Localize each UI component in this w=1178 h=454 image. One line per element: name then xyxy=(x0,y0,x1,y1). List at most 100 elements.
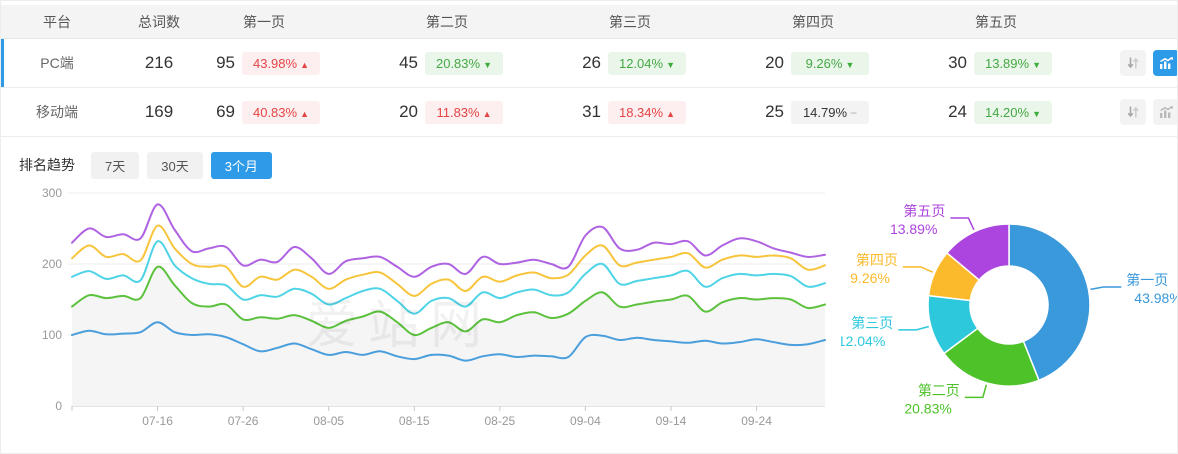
up-down-arrows-icon xyxy=(1127,57,1139,69)
table-row-pc[interactable]: PC端 216 95 43.98% ▲ 45 20.83% ▼ 26 12.04% ▼ 20 9.26%… xyxy=(1,39,1177,88)
donut-label-leader xyxy=(950,217,975,231)
page-5-cell: 24 14.20% ▼ xyxy=(937,100,1120,124)
x-tick-label: 08-25 xyxy=(484,414,515,428)
page-1-change-badge: 40.83% ▲ xyxy=(242,100,320,124)
platform-cell: PC端 xyxy=(40,55,74,71)
donut-label-percent: 20.83% xyxy=(904,400,951,416)
page-4-count: 20 xyxy=(765,53,784,72)
page-3-count: 31 xyxy=(582,102,601,121)
page-2-change-badge: 11.83% ▲ xyxy=(425,100,503,124)
total-words-cell: 216 xyxy=(144,53,174,72)
donut-label-percent: 43.98% xyxy=(1134,290,1178,306)
page-3-cell: 26 12.04% ▼ xyxy=(571,51,754,75)
column-header-page-4: 第四页 xyxy=(792,13,834,30)
row-actions xyxy=(1120,50,1177,76)
platform-cell: 移动端 xyxy=(36,104,78,120)
y-tick-label: 200 xyxy=(42,257,62,271)
rank-trend-line-chart[interactable]: 0 100 200 300 07-16 07-26 08-05 08-15 08-25 09-04… xyxy=(1,183,839,445)
trend-chart-icon xyxy=(1159,56,1173,69)
page-3-count: 26 xyxy=(582,53,601,72)
x-tick-label: 09-14 xyxy=(656,414,687,428)
donut-slice-第二页[interactable] xyxy=(942,327,1040,387)
page-5-change-badge: 13.89% ▼ xyxy=(974,51,1052,75)
page-4-change-badge: 9.26% ▼ xyxy=(791,51,869,75)
donut-label-leader xyxy=(902,266,934,273)
page-4-count: 25 xyxy=(765,102,784,121)
charts-area: 0 100 200 300 07-16 07-26 08-05 08-15 08-25 09-04… xyxy=(1,183,1177,453)
x-tick-label: 07-26 xyxy=(228,414,259,428)
page-5-cell: 30 13.89% ▼ xyxy=(937,51,1120,75)
trend-range-tabs: 7天 30天 3个月 xyxy=(91,151,280,179)
trend-down-icon: ▼ xyxy=(845,59,855,70)
donut-label-name: 第三页 xyxy=(851,315,893,331)
column-header-platform: 平台 xyxy=(43,13,71,30)
line-series-第四页[interactable] xyxy=(71,224,826,297)
page-3-change-badge: 18.34% ▲ xyxy=(608,100,686,124)
x-tick-label: 09-24 xyxy=(741,414,772,428)
donut-label-leader xyxy=(1090,286,1122,291)
trend-up-icon: ▲ xyxy=(300,108,309,119)
show-trend-chart-button[interactable] xyxy=(1153,99,1177,125)
donut-label-name: 第五页 xyxy=(903,203,945,219)
page-2-change-badge: 20.83% ▼ xyxy=(425,51,503,75)
trend-flat-icon: − xyxy=(850,105,858,120)
donut-label-leader xyxy=(964,384,988,399)
page-1-count: 69 xyxy=(216,102,235,121)
donut-label-leader xyxy=(898,325,930,331)
line-series-第二页[interactable] xyxy=(71,265,826,337)
trend-chart-icon xyxy=(1159,105,1173,118)
sort-arrows-button[interactable] xyxy=(1120,99,1146,125)
page-1-change-badge: 43.98% ▲ xyxy=(242,51,320,75)
platform-rank-table: 平台 总词数 第一页 第二页 第三页 第四页 第五页 PC端 216 95 43.98% ▲ 45 20… xyxy=(1,5,1177,137)
line-series-第一页[interactable] xyxy=(71,321,826,362)
sort-arrows-button[interactable] xyxy=(1120,50,1146,76)
donut-slice-第五页[interactable] xyxy=(945,223,1010,281)
donut-label-percent: 12.04% xyxy=(841,333,885,349)
trend-down-icon: ▼ xyxy=(483,59,492,70)
trend-up-icon: ▲ xyxy=(482,108,492,119)
page-distribution-donut-chart[interactable]: 第一页 43.98% 第二页 20.83% 第三页 12.04% 第四页 9.26% 第五页 13… xyxy=(841,177,1178,449)
donut-slice-第一页[interactable] xyxy=(1008,223,1091,382)
page-4-cell: 20 9.26% ▼ xyxy=(754,51,937,75)
line-series-第三页[interactable] xyxy=(71,240,826,315)
donut-label-name: 第四页 xyxy=(856,252,898,268)
donut-label-name: 第二页 xyxy=(918,382,960,398)
page-2-count: 20 xyxy=(399,102,418,121)
page-3-change-badge: 12.04% ▼ xyxy=(608,51,686,75)
donut-label-percent: 9.26% xyxy=(850,270,890,286)
x-tick-label: 07-16 xyxy=(142,414,173,428)
tab-7-days[interactable]: 7天 xyxy=(91,151,140,179)
page-5-change-badge: 14.20% ▼ xyxy=(974,100,1052,124)
page-2-cell: 45 20.83% ▼ xyxy=(388,51,571,75)
area-fill-第二页 xyxy=(72,266,825,406)
page-1-count: 95 xyxy=(216,53,235,72)
y-tick-label: 300 xyxy=(42,186,62,200)
tab-3-months[interactable]: 3个月 xyxy=(210,151,272,179)
x-tick-label: 08-05 xyxy=(313,414,344,428)
page-3-cell: 31 18.34% ▲ xyxy=(571,100,754,124)
donut-label-name: 第一页 xyxy=(1126,272,1168,288)
page-4-cell: 25 14.79% − xyxy=(754,100,937,124)
column-header-total: 总词数 xyxy=(138,13,180,30)
row-actions xyxy=(1120,99,1177,125)
column-header-page-5: 第五页 xyxy=(975,13,1017,30)
trend-down-icon: ▼ xyxy=(666,59,675,70)
trend-up-icon: ▲ xyxy=(300,59,309,70)
x-tick-label: 09-04 xyxy=(570,414,601,428)
page-1-cell: 95 43.98% ▲ xyxy=(205,51,388,75)
line-series-第五页[interactable] xyxy=(71,203,826,278)
show-trend-chart-button[interactable] xyxy=(1153,50,1177,76)
tab-30-days[interactable]: 30天 xyxy=(147,151,203,179)
trend-down-icon: ▼ xyxy=(1032,108,1041,119)
column-header-page-3: 第三页 xyxy=(609,13,651,30)
page-2-cell: 20 11.83% ▲ xyxy=(388,100,571,124)
table-row-mobile[interactable]: 移动端 169 69 40.83% ▲ 20 11.83% ▲ 31 18.34% ▲ 25 14.79… xyxy=(1,88,1177,137)
rank-trend-toolbar: 排名趋势 7天 30天 3个月 xyxy=(19,151,1177,179)
page-5-count: 30 xyxy=(948,53,967,72)
x-tick-label: 08-15 xyxy=(399,414,430,428)
column-header-page-2: 第二页 xyxy=(426,13,468,30)
table-header-row: 平台 总词数 第一页 第二页 第三页 第四页 第五页 xyxy=(1,5,1177,39)
page-4-change-badge: 14.79% − xyxy=(791,100,869,124)
y-tick-label: 100 xyxy=(42,328,62,342)
